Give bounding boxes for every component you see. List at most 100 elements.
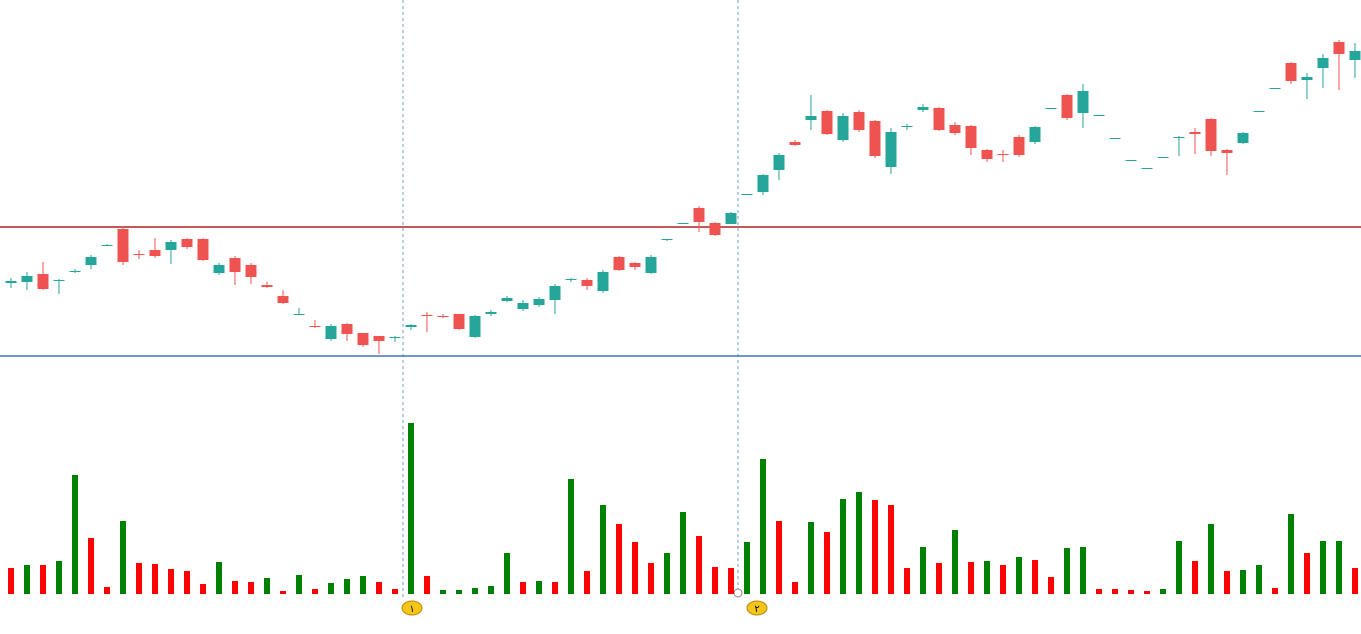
candle-body xyxy=(245,265,257,277)
volume-bar xyxy=(1016,557,1022,594)
candle-body xyxy=(1109,138,1121,139)
candle-body xyxy=(725,213,737,224)
volume-bar xyxy=(824,532,830,594)
marker-label: ٢ xyxy=(754,604,759,615)
candle-body xyxy=(21,276,33,282)
volume-bar xyxy=(504,553,510,594)
candle-body xyxy=(789,142,801,145)
candle-body xyxy=(229,258,241,272)
candle-body xyxy=(261,285,273,287)
candle-body xyxy=(645,257,657,273)
candle-body xyxy=(517,303,529,309)
volume-bar xyxy=(1272,588,1278,594)
candle-body xyxy=(1269,88,1281,89)
candle-body xyxy=(949,125,961,133)
volume-bar xyxy=(872,500,878,594)
candle-body xyxy=(1077,91,1089,113)
volume-bar xyxy=(584,571,590,594)
candle-body xyxy=(629,263,641,267)
volume-bar xyxy=(744,542,750,594)
candle-body xyxy=(277,296,289,303)
candle-body xyxy=(885,132,897,167)
marker-label: ١ xyxy=(409,604,414,615)
volume-bar xyxy=(856,492,862,594)
candle-body xyxy=(1173,137,1185,138)
volume-bar xyxy=(760,459,766,594)
candle-body xyxy=(325,326,337,339)
candle-body xyxy=(53,280,65,281)
volume-bar xyxy=(568,479,574,594)
volume-bar xyxy=(1160,589,1166,594)
candle-body xyxy=(309,326,321,327)
volume-bar xyxy=(952,530,958,594)
volume-bar xyxy=(152,564,158,594)
event-marker[interactable]: ٢ xyxy=(746,600,768,616)
volume-bar xyxy=(360,576,366,594)
candle-body xyxy=(1205,119,1217,151)
candle-body xyxy=(693,208,705,222)
candle-body xyxy=(1221,150,1233,153)
candle-body xyxy=(933,108,945,130)
candle-body xyxy=(1093,115,1105,116)
volume-bar xyxy=(424,576,430,594)
candle-body xyxy=(1333,42,1345,54)
volume-bar xyxy=(200,584,206,594)
candle-body xyxy=(901,126,913,127)
candle-body xyxy=(1237,133,1249,143)
volume-bar xyxy=(1320,541,1326,594)
candle-body xyxy=(549,286,561,300)
candle-body xyxy=(533,299,545,305)
candle-body xyxy=(869,121,881,156)
volume-bar xyxy=(40,565,46,594)
candle-body xyxy=(101,245,113,246)
candle-body xyxy=(981,150,993,159)
volume-bar xyxy=(456,590,462,594)
candle-body xyxy=(597,272,609,291)
volume-bar xyxy=(520,582,526,594)
volume-bar xyxy=(1000,565,1006,594)
volume-bar xyxy=(264,578,270,594)
volume-bar xyxy=(1096,589,1102,594)
volume-bar xyxy=(376,582,382,594)
volume-bar xyxy=(1256,565,1262,594)
volume-bar xyxy=(888,505,894,594)
volume-bar xyxy=(696,536,702,594)
candle-body xyxy=(453,314,465,329)
volume-bar xyxy=(104,587,110,594)
volume-bar xyxy=(1208,524,1214,594)
volume-bar xyxy=(280,591,286,594)
event-marker[interactable]: ١ xyxy=(401,600,423,616)
volume-bar xyxy=(296,575,302,594)
candle-body xyxy=(501,298,513,301)
volume-bar xyxy=(984,561,990,594)
candle-body xyxy=(917,107,929,110)
candle-body xyxy=(197,239,209,260)
candle-body xyxy=(1013,137,1025,155)
volume-bar xyxy=(440,590,446,594)
candle-body xyxy=(837,116,849,140)
volume-bar xyxy=(472,588,478,594)
volume-bar xyxy=(968,562,974,594)
volume-bar xyxy=(1192,561,1198,594)
candle-body xyxy=(1317,58,1329,68)
volume-bar xyxy=(712,567,718,594)
candle-body xyxy=(773,155,785,170)
volume-bar xyxy=(1064,548,1070,594)
volume-bar xyxy=(1304,553,1310,594)
volume-bar xyxy=(1352,568,1358,594)
volume-bar xyxy=(1240,570,1246,594)
candle-body xyxy=(853,112,865,130)
volume-bar xyxy=(680,512,686,594)
candle-body xyxy=(613,257,625,270)
volume-bar xyxy=(8,568,14,594)
candle-body xyxy=(373,336,385,341)
volume-bar xyxy=(1048,577,1054,594)
volume-bar xyxy=(1224,571,1230,594)
volume-bar xyxy=(168,569,174,594)
candle-body xyxy=(1125,160,1137,161)
candle-body xyxy=(757,175,769,192)
volume-bar xyxy=(808,522,814,594)
candle-body xyxy=(389,337,401,338)
candle-body xyxy=(661,239,673,240)
